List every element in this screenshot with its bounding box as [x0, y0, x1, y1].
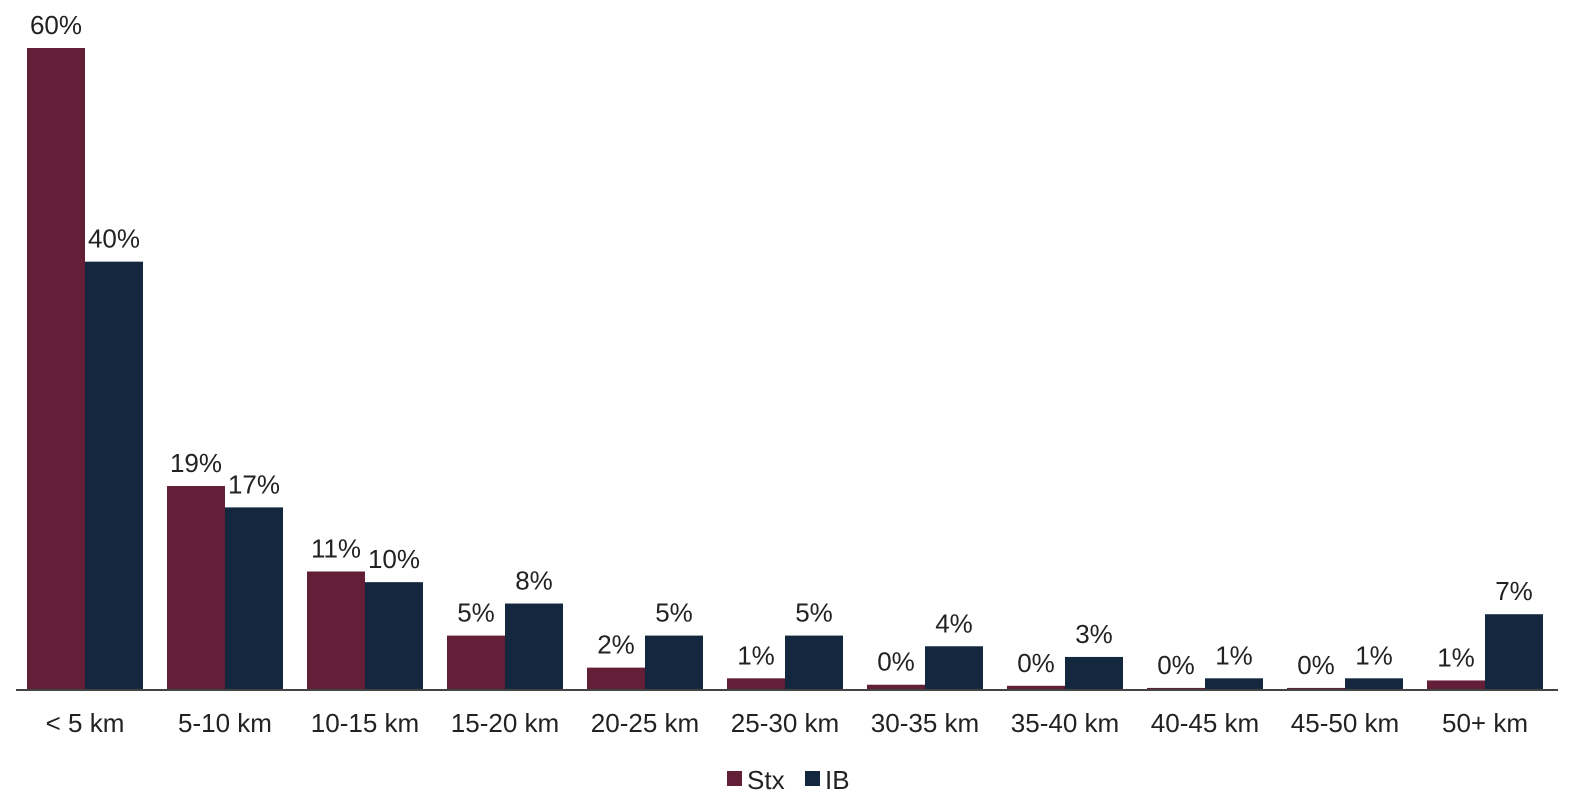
value-label-ib-6: 4% [935, 608, 973, 638]
bar-ib-5 [785, 635, 843, 689]
category-labels-layer: < 5 km 5-10 km 10-15 km 15-20 km 20-25 km 25-… [46, 708, 1528, 738]
category-label-4: 20-25 km [591, 708, 699, 738]
bar-ib-6 [925, 646, 983, 689]
legend-label-ib: IB [825, 765, 850, 795]
category-label-5: 25-30 km [731, 708, 839, 738]
bar-ib-4 [645, 635, 703, 689]
category-label-1: 5-10 km [178, 708, 272, 738]
value-label-ib-2: 10% [368, 544, 420, 574]
bar-stx-5 [727, 678, 785, 689]
bar-stx-1 [167, 486, 225, 689]
bar-ib-2 [365, 582, 423, 689]
bar-stx-7 [1007, 685, 1065, 689]
value-label-stx-10: 1% [1437, 642, 1475, 672]
bar-ib-8 [1205, 678, 1263, 689]
bar-stx-9 [1287, 687, 1345, 689]
bar-stx-8 [1147, 687, 1205, 689]
value-label-stx-5: 1% [737, 640, 775, 670]
legend-swatch-ib [805, 771, 820, 786]
legend-label-stx: Stx [747, 765, 785, 795]
value-label-stx-3: 5% [457, 598, 495, 628]
bar-stx-6 [867, 684, 925, 689]
bar-stx-4 [587, 667, 645, 689]
bar-ib-10 [1485, 614, 1543, 689]
value-label-stx-6: 0% [877, 647, 915, 677]
bars-layer [27, 48, 1543, 689]
value-label-ib-4: 5% [655, 598, 693, 628]
bar-ib-3 [505, 603, 563, 689]
value-label-stx-8: 0% [1157, 650, 1195, 680]
value-label-stx-1: 19% [170, 448, 222, 478]
category-label-9: 45-50 km [1291, 708, 1399, 738]
value-label-ib-8: 1% [1215, 640, 1253, 670]
value-labels-layer: 60% 40% 19%17% 11% 10% 5% 8% 2% 5% 1% 5% 0% 4% 0% 3% 0%… [30, 10, 1533, 680]
legend: Stx IB [727, 765, 850, 795]
bar-ib-0 [85, 261, 143, 689]
value-label-stx-7: 0% [1017, 648, 1055, 678]
category-label-10: 50+ km [1442, 708, 1528, 738]
value-label-ib-5: 5% [795, 598, 833, 628]
bar-stx-3 [447, 635, 505, 689]
value-label-ib-1: 17% [228, 469, 280, 499]
value-label-stx-2: 11% [311, 533, 361, 563]
value-label-ib-9: 1% [1355, 640, 1393, 670]
value-label-ib-10: 7% [1495, 576, 1533, 606]
category-label-7: 35-40 km [1011, 708, 1119, 738]
category-label-3: 15-20 km [451, 708, 559, 738]
category-label-0: < 5 km [46, 708, 125, 738]
value-label-ib-0: 40% [88, 224, 140, 254]
bar-stx-10 [1427, 680, 1485, 689]
category-label-8: 40-45 km [1151, 708, 1259, 738]
category-label-6: 30-35 km [871, 708, 979, 738]
category-label-2: 10-15 km [311, 708, 419, 738]
value-label-stx-0: 60% [30, 10, 82, 40]
bar-ib-1 [225, 507, 283, 689]
bar-ib-7 [1065, 656, 1123, 689]
value-label-ib-3: 8% [515, 566, 553, 596]
bar-stx-0 [27, 48, 85, 689]
value-label-ib-7: 3% [1075, 619, 1113, 649]
bar-stx-2 [307, 571, 365, 689]
value-label-stx-9: 0% [1297, 650, 1335, 680]
legend-swatch-stx [727, 771, 742, 786]
bar-ib-9 [1345, 678, 1403, 689]
value-label-stx-4: 2% [597, 630, 635, 660]
